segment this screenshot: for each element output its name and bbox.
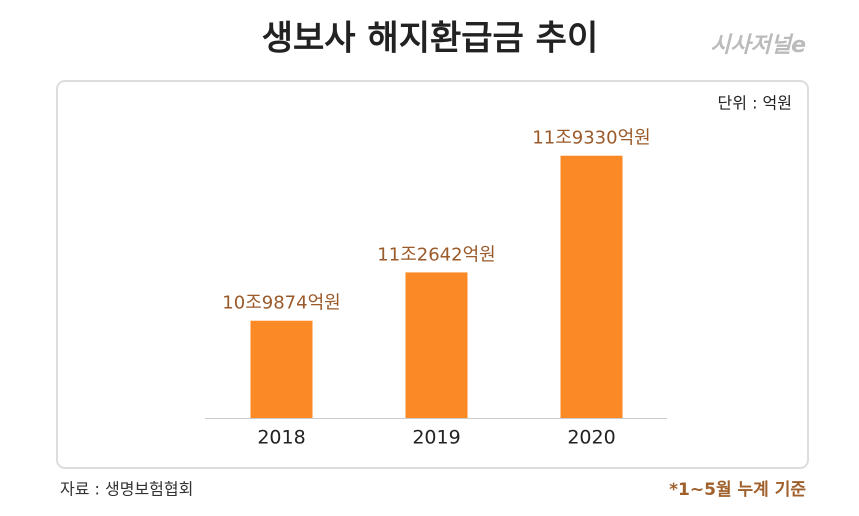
logo: 시사저널e: [710, 33, 806, 58]
bar: [560, 155, 623, 418]
bar: [405, 272, 468, 418]
source: 자료 : 생명보험협회: [60, 480, 193, 499]
value-label: 10조9874억원: [222, 293, 340, 314]
bar: [250, 320, 313, 418]
unit-note: 단위 : 억원: [718, 94, 792, 113]
footnote: *1~5월 누계 기준: [669, 480, 806, 500]
value-label: 11조2642억원: [377, 244, 495, 265]
value-label: 11조9330억원: [532, 128, 650, 149]
x-tick-label: 2019: [412, 427, 460, 449]
chart-title: 생보사 해지환급금 추이: [262, 19, 598, 59]
x-tick-label: 2020: [567, 427, 615, 449]
x-tick-label: 2018: [257, 427, 305, 449]
